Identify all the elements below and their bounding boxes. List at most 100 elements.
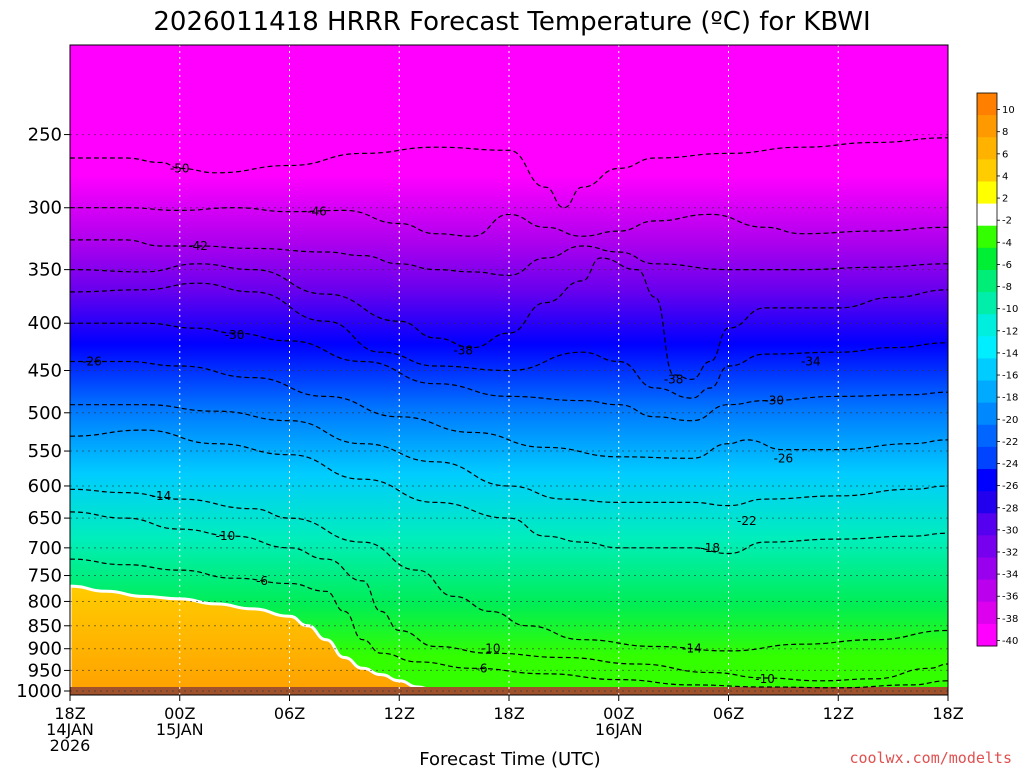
contour-label: -14: [682, 642, 702, 656]
colorbar-swatch: [977, 557, 997, 581]
colorbar-label: -36: [1002, 592, 1018, 603]
contour-label: -38: [453, 343, 473, 357]
y-tick-label: 250: [28, 125, 62, 146]
y-tick-label: 1000: [16, 681, 62, 702]
colorbar-swatch: [977, 115, 997, 138]
contour-label: -18: [700, 541, 720, 555]
contour-label: -34: [801, 354, 821, 368]
colorbar-swatch: [977, 513, 997, 536]
contour-label: -42: [188, 239, 208, 253]
y-tick-label: 450: [28, 360, 62, 381]
pressure-axis: 2503003504004505005506006507007508008509…: [16, 125, 70, 702]
x-tick-label: 18Z: [54, 704, 85, 723]
isotherm-line: [70, 322, 948, 422]
colorbar-label: -14: [1002, 348, 1018, 359]
isotherm-contours: [70, 137, 948, 689]
isotherm-line: [70, 360, 948, 459]
colorbar-swatch: [977, 469, 997, 492]
plot-area: -50 -46 -42 -38 -38 -34 -30 -30 -26 -26 -22 -18 -14 -…: [70, 45, 948, 695]
colorbar-swatch: [977, 424, 997, 448]
colorbar-label: -32: [1002, 547, 1018, 558]
colorbar-label: 10: [1002, 105, 1015, 116]
colorbar-label: -20: [1002, 415, 1018, 426]
colorbar-swatch: [977, 535, 997, 559]
colorbar-swatch: [977, 269, 997, 293]
contour-label: -46: [307, 205, 327, 219]
colorbar-label: -40: [1002, 636, 1018, 647]
colorbar-label: -6: [1002, 260, 1012, 271]
colorbar-swatch: [977, 336, 997, 359]
colorbar-label: -30: [1002, 525, 1018, 536]
isotherm-line: [70, 137, 948, 209]
grid-lines: [70, 45, 948, 695]
y-tick-label: 750: [28, 566, 62, 587]
colorbar-swatch: [977, 247, 997, 271]
y-tick-label: 950: [28, 660, 62, 681]
contour-label: -6: [256, 574, 268, 588]
y-tick-label: 500: [28, 403, 62, 424]
y-tick-label: 350: [28, 260, 62, 281]
y-tick-label: 650: [28, 508, 62, 529]
y-tick-label: 600: [28, 476, 62, 497]
y-tick-label: 700: [28, 538, 62, 559]
x-tick-label: 06Z: [274, 704, 305, 723]
x-tick-label: 14JAN: [46, 720, 94, 739]
x-tick-label: 18Z: [932, 704, 963, 723]
colorbar-swatch: [977, 358, 997, 382]
colorbar-label: -24: [1002, 459, 1018, 470]
contour-label: -22: [737, 514, 757, 528]
chart-title: 2026011418 HRRR Forecast Temperature (ºC…: [153, 7, 870, 37]
isotherm-line: [70, 257, 948, 380]
colorbar-swatch: [977, 137, 997, 160]
isotherm-line: [70, 429, 948, 555]
colorbar-label: -16: [1002, 371, 1018, 382]
y-tick-label: 850: [28, 616, 62, 637]
contour-label: -14: [152, 489, 172, 503]
isotherm-line: [70, 239, 948, 276]
colorbar-label: -8: [1002, 282, 1012, 293]
isotherm-line: [70, 488, 948, 652]
x-tick-label: 15JAN: [156, 720, 204, 739]
colorbar-swatch: [977, 314, 997, 337]
x-tick-label: 2026: [50, 736, 91, 755]
contour-label: -30: [764, 394, 784, 408]
colorbar-label: -12: [1002, 326, 1018, 337]
isotherm-line: [70, 282, 948, 399]
y-tick-label: 400: [28, 313, 62, 334]
above-freezing-layer: [70, 584, 436, 695]
colorbar-swatch: [977, 181, 997, 205]
colorbar-swatch: [977, 292, 997, 315]
colorbar-label: 2: [1002, 194, 1008, 205]
colorbar-label: -34: [1002, 570, 1018, 581]
colorbar-label: 4: [1002, 171, 1008, 182]
colorbar-swatch: [977, 579, 997, 603]
x-axis-label: Forecast Time (UTC): [419, 749, 600, 768]
y-tick-label: 300: [28, 198, 62, 219]
contour-label: -26: [82, 354, 102, 368]
x-tick-label: 12Z: [384, 704, 415, 723]
x-tick-label: 00Z: [603, 704, 634, 723]
contour-label: -10: [755, 672, 775, 686]
colorbar-label: -2: [1002, 216, 1012, 227]
colorbar-swatch: [977, 623, 997, 647]
isotherm-line: [70, 207, 948, 237]
colorbar-label: -22: [1002, 437, 1018, 448]
x-tick-label: 00Z: [164, 704, 195, 723]
isotherm-line: [70, 511, 948, 682]
colorbar-swatch: [977, 225, 997, 249]
colorbar-swatch: [977, 446, 997, 470]
colorbar-swatch: [977, 203, 997, 227]
contour-label: -6: [476, 661, 488, 675]
isotherm-line: [70, 404, 948, 507]
colorbar-label: -18: [1002, 393, 1018, 404]
colorbar-swatch: [977, 380, 997, 404]
colorbar-label: -28: [1002, 503, 1018, 514]
colorbar-swatch: [977, 402, 997, 426]
y-tick-label: 550: [28, 441, 62, 462]
colorbar-label: -10: [1002, 304, 1018, 315]
x-tick-label: 18Z: [493, 704, 524, 723]
colorbar-swatch: [977, 491, 997, 514]
colorbar-swatch: [977, 601, 997, 625]
contour-label: -50: [170, 161, 190, 175]
